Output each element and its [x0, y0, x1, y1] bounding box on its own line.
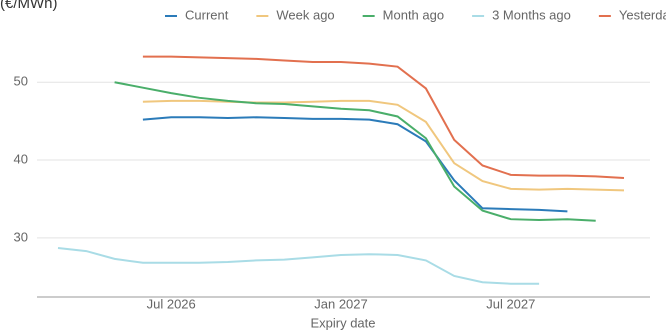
legend-label: Week ago: [276, 7, 334, 22]
legend-label: Yesterday: [619, 7, 666, 22]
series-line: [142, 116, 568, 213]
series-line: [57, 246, 540, 285]
chart-title: (€/MWh): [0, 0, 58, 12]
y-tick-label: 30: [14, 229, 28, 244]
legend-label: 3 Months ago: [492, 7, 571, 22]
legend-label: Current: [185, 7, 229, 22]
x-tick-label: Jul 2027: [486, 296, 535, 311]
series-line: [114, 81, 596, 222]
y-tick-label: 50: [14, 74, 28, 89]
x-axis-label: Expiry date: [310, 315, 375, 330]
series-line: [142, 55, 625, 179]
x-tick-label: Jan 2027: [314, 296, 368, 311]
series-line: [142, 99, 625, 192]
legend-label: Month ago: [383, 7, 444, 22]
x-tick-label: Jul 2026: [147, 296, 196, 311]
y-tick-label: 40: [14, 151, 28, 166]
